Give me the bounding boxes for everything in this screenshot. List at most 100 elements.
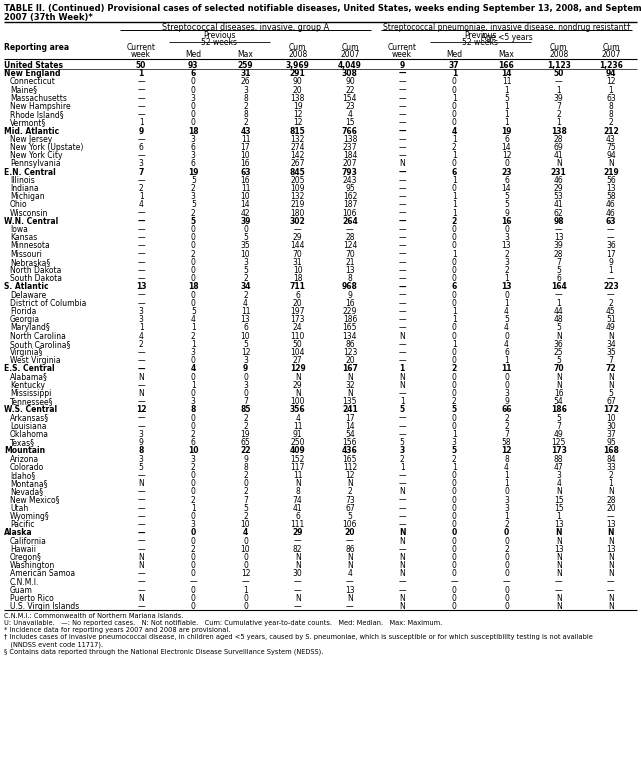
Text: 173: 173 [290,315,305,324]
Text: 8: 8 [243,463,248,472]
Text: Cum: Cum [550,43,567,52]
Text: 58: 58 [606,192,616,201]
Text: 0: 0 [452,323,457,332]
Text: 1: 1 [138,192,144,201]
Text: —: — [294,578,301,587]
Text: 12: 12 [293,118,303,128]
Text: 0: 0 [504,225,509,234]
Text: 2: 2 [504,414,509,423]
Text: 39: 39 [240,217,251,225]
Text: 75: 75 [606,143,616,152]
Text: 0: 0 [191,553,196,562]
Text: 125: 125 [551,438,566,447]
Text: 0: 0 [452,86,457,95]
Text: Nebraska§: Nebraska§ [10,258,50,267]
Text: 13: 13 [345,586,354,595]
Text: 0: 0 [243,479,248,488]
Text: 123: 123 [343,348,357,357]
Text: 184: 184 [343,151,357,160]
Text: 29: 29 [292,528,303,537]
Text: 22: 22 [345,86,354,95]
Text: —: — [137,364,145,373]
Text: 63: 63 [606,217,616,225]
Text: Med: Med [185,50,201,59]
Text: 197: 197 [290,307,305,316]
Text: 0: 0 [452,233,457,242]
Text: Cum: Cum [602,43,620,52]
Text: 0: 0 [452,258,457,267]
Text: N: N [347,389,353,398]
Text: 0: 0 [452,553,457,562]
Text: 0: 0 [191,225,196,234]
Text: 142: 142 [290,151,305,160]
Text: 5: 5 [608,389,613,398]
Text: 1: 1 [504,110,509,119]
Text: 23: 23 [501,168,512,177]
Text: 90: 90 [293,77,303,87]
Text: —: — [607,274,615,283]
Text: 0: 0 [504,332,509,341]
Text: 20: 20 [293,86,303,95]
Text: 10: 10 [240,332,251,341]
Text: 88: 88 [554,455,563,464]
Text: 15: 15 [554,496,563,505]
Text: 2007: 2007 [601,50,620,59]
Text: 138: 138 [290,94,305,102]
Text: N: N [608,537,614,546]
Text: Med: Med [446,50,462,59]
Text: 44: 44 [554,307,563,316]
Text: N: N [608,602,614,611]
Text: 11: 11 [293,471,303,480]
Text: 5: 5 [556,356,561,365]
Text: —: — [398,118,406,128]
Text: 8: 8 [608,110,613,119]
Text: 1: 1 [452,151,456,160]
Text: Washington: Washington [10,561,55,570]
Text: 2: 2 [243,291,248,300]
Text: —: — [398,356,406,365]
Text: N: N [138,561,144,570]
Text: —: — [398,422,406,431]
Text: 291: 291 [290,69,306,78]
Text: New Mexico§: New Mexico§ [10,496,60,505]
Text: 50: 50 [554,69,564,78]
Text: 0: 0 [452,348,457,357]
Text: 1: 1 [452,250,456,259]
Text: —: — [137,397,145,406]
Text: 212: 212 [603,127,619,136]
Text: 13: 13 [345,266,354,275]
Text: 15: 15 [554,504,563,513]
Text: 6: 6 [504,176,509,184]
Text: 3: 3 [504,496,509,505]
Text: —: — [398,143,406,152]
Text: 0: 0 [504,373,509,382]
Text: —: — [607,225,615,234]
Text: 173: 173 [551,446,567,455]
Text: 0: 0 [452,266,457,275]
Text: —: — [137,94,145,102]
Text: 24: 24 [293,323,303,332]
Text: —: — [137,414,145,423]
Text: 165: 165 [343,323,357,332]
Text: 1: 1 [138,69,144,78]
Text: 0: 0 [191,110,196,119]
Text: 6: 6 [452,282,457,291]
Text: 0: 0 [452,586,457,595]
Text: 4: 4 [504,463,509,472]
Text: U: Unavailable.   —: No reported cases.   N: Not notifiable.   Cum: Cumulative y: U: Unavailable. —: No reported cases. N:… [4,620,442,626]
Text: 1: 1 [191,340,196,349]
Text: 2: 2 [191,463,196,472]
Text: 5: 5 [556,323,561,332]
Text: * Incidence data for reporting years 2007 and 2008 are provisional.: * Incidence data for reporting years 200… [4,628,230,634]
Text: 219: 219 [603,168,619,177]
Text: 0: 0 [191,299,196,308]
Text: 18: 18 [188,127,199,136]
Text: 2: 2 [243,102,248,111]
Text: 10: 10 [606,414,616,423]
Text: 17: 17 [606,250,616,259]
Text: Ohio: Ohio [10,200,28,209]
Text: Oklahoma: Oklahoma [10,430,49,439]
Text: 0: 0 [504,381,509,390]
Text: 14: 14 [240,200,251,209]
Text: N: N [399,594,405,603]
